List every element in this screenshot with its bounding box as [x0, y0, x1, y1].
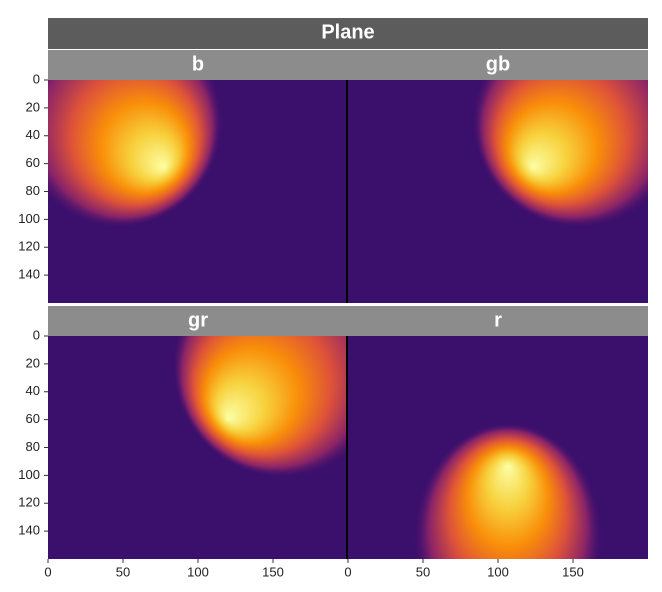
facet-title: gb [486, 53, 510, 75]
light-spot [172, 336, 348, 478]
y-tick-label: 140 [18, 267, 40, 282]
y-tick-label: 60 [26, 155, 40, 170]
facet-strip [348, 306, 648, 336]
x-tick-label: 150 [262, 564, 284, 579]
chart-title: Plane [321, 21, 374, 43]
y-tick-label: 40 [26, 383, 40, 398]
panel: gr [48, 306, 348, 559]
y-tick-label: 100 [18, 467, 40, 482]
x-tick-label: 50 [416, 564, 430, 579]
title-strip [48, 18, 648, 49]
x-tick-label: 100 [487, 564, 509, 579]
panel: gb [348, 50, 648, 303]
facet-strip [48, 50, 348, 80]
y-tick-label: 140 [18, 523, 40, 538]
facet-strip [48, 306, 348, 336]
light-spot [48, 80, 223, 228]
panel: r [348, 306, 648, 559]
y-tick-label: 60 [26, 411, 40, 426]
facet-title: b [192, 53, 204, 75]
y-tick-label: 0 [33, 71, 40, 86]
y-tick-label: 40 [26, 127, 40, 142]
x-tick-label: 0 [344, 564, 351, 579]
x-tick-label: 0 [44, 564, 51, 579]
y-tick-label: 120 [18, 495, 40, 510]
light-spot [472, 80, 648, 228]
y-tick-label: 20 [26, 99, 40, 114]
facet-title: r [494, 309, 502, 331]
y-tick-label: 80 [26, 439, 40, 454]
x-tick-label: 100 [187, 564, 209, 579]
light-spot [412, 423, 604, 559]
x-tick-label: 50 [116, 564, 130, 579]
panel: b [48, 50, 348, 303]
facet-title: gr [188, 309, 208, 331]
y-tick-label: 80 [26, 183, 40, 198]
facet-strip [348, 50, 648, 80]
y-tick-label: 20 [26, 355, 40, 370]
y-tick-label: 120 [18, 239, 40, 254]
y-tick-label: 0 [33, 327, 40, 342]
x-tick-label: 150 [562, 564, 584, 579]
y-tick-label: 100 [18, 211, 40, 226]
